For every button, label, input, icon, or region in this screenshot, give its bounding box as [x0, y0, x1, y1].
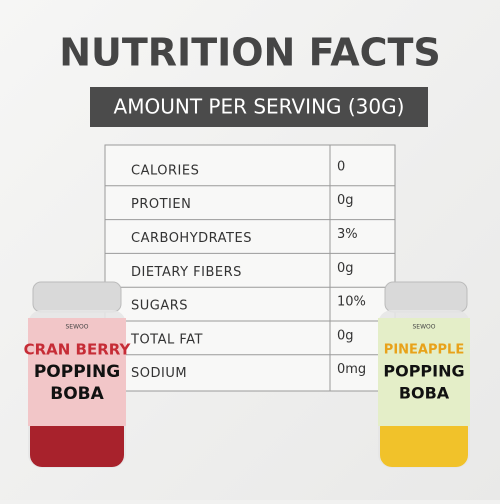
brand: SEWOO — [66, 324, 89, 331]
nutrient-value: 0 — [337, 159, 345, 174]
nutrient-name: CARBOHYDRATES — [131, 231, 252, 246]
nutrient-name: PROTIEN — [131, 197, 191, 212]
brand: SEWOO — [413, 324, 436, 331]
jar-contents — [30, 415, 124, 467]
nutrient-value: 0g — [337, 261, 354, 276]
product-line2: BOBA — [399, 384, 450, 403]
jar-label — [28, 318, 126, 426]
jar-lid — [384, 281, 468, 313]
nutrition-table: CALORIES 0 PROTIEN 0g CARBOHYDRATES 3% DIETARY… — [104, 144, 396, 392]
subtitle-band — [90, 87, 428, 127]
nutrient-name: CALORIES — [131, 163, 199, 178]
product-line1: POPPING — [34, 362, 120, 382]
nutrient-value: 0mg — [337, 362, 366, 377]
flavor: PINEAPPLE — [384, 343, 464, 358]
pineapple-jar: SEWOO PINEAPPLE POPPING BOBA — [378, 281, 470, 468]
cranberry-jar: SEWOO CRAN BERRY POPPING BOBA — [24, 281, 132, 468]
jar-label — [378, 318, 470, 426]
nutrient-name: SUGARS — [131, 299, 188, 314]
nutrient-name: DIETARY FIBERS — [131, 265, 242, 280]
jar-contents — [380, 415, 468, 467]
nutrient-value: 3% — [337, 227, 358, 242]
nutrient-value: 10% — [337, 295, 366, 310]
title: NUTRITION FACTS — [59, 31, 441, 75]
subtitle: AMOUNT PER SERVING (30G) — [114, 95, 405, 119]
nutrient-value: 0g — [337, 193, 354, 208]
jar-lid — [32, 281, 122, 313]
nutrient-value: 0g — [337, 328, 354, 343]
product-line1: POPPING — [383, 362, 464, 381]
nutrient-name: TOTAL FAT — [130, 332, 203, 347]
nutrient-name: SODIUM — [131, 366, 187, 381]
product-line2: BOBA — [50, 384, 104, 404]
flavor: CRAN BERRY — [24, 341, 132, 359]
